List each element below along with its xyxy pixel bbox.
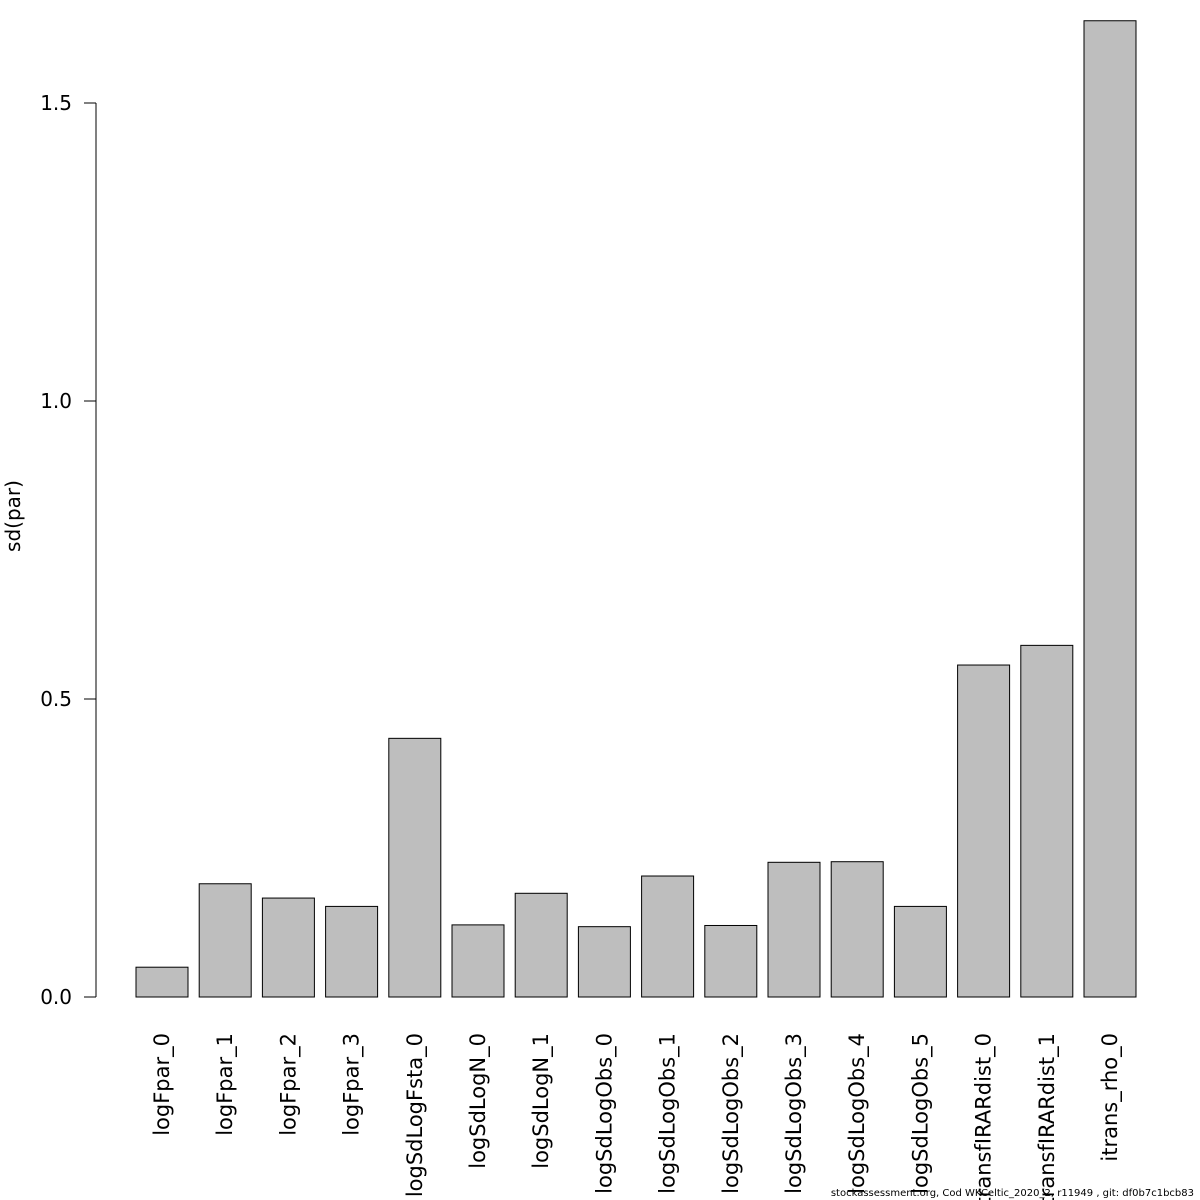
x-tick-label: logSdLogObs_2 bbox=[719, 1033, 744, 1194]
bar-logFpar_1 bbox=[198, 883, 252, 998]
bars-group bbox=[135, 20, 1137, 998]
x-tick-label: logSdLogObs_0 bbox=[592, 1033, 617, 1194]
x-tick-label: logSdLogObs_3 bbox=[782, 1033, 807, 1194]
y-axis: 0.0 0.5 1.0 1.5 bbox=[40, 91, 97, 1009]
y-tick-label: 0.5 bbox=[40, 687, 72, 711]
x-tick-label: logSdLogObs_1 bbox=[656, 1033, 681, 1194]
x-tick-label: logSdLogN_0 bbox=[466, 1033, 491, 1169]
x-tick-label: logSdLogN_1 bbox=[529, 1033, 554, 1169]
bar-logSdLogN_0 bbox=[451, 924, 505, 998]
bar-logSdLogObs_4 bbox=[830, 861, 884, 998]
footer-credit: stockassessment.org, Cod WKCeltic_2020_2… bbox=[830, 1188, 1194, 1199]
y-axis-title: sd(par) bbox=[1, 480, 25, 552]
x-tick-label: transfIRARdist_0 bbox=[972, 1033, 997, 1200]
bar-logSdLogObs_2 bbox=[704, 924, 758, 998]
bar-itrans_rho_0 bbox=[1083, 20, 1137, 998]
bar-logSdLogObs_5 bbox=[893, 905, 947, 998]
bar-logSdLogFsta_0 bbox=[388, 737, 442, 998]
x-category-labels: logFpar_0 logFpar_1 logFpar_2 logFpar_3 logS… bbox=[150, 1033, 1123, 1200]
y-tick-label: 0.0 bbox=[40, 985, 72, 1009]
x-tick-label: logFpar_1 bbox=[213, 1033, 238, 1136]
bar-logFpar_3 bbox=[325, 905, 379, 998]
bar-logSdLogObs_3 bbox=[767, 861, 821, 998]
bar-logFpar_2 bbox=[261, 897, 315, 998]
x-tick-label: logSdLogFsta_0 bbox=[403, 1033, 428, 1197]
bar-logSdLogObs_1 bbox=[641, 875, 695, 998]
bar-transfIRARdist_0 bbox=[957, 664, 1011, 998]
x-tick-label: logFpar_3 bbox=[340, 1033, 365, 1136]
bar-logSdLogObs_0 bbox=[577, 926, 631, 998]
bar-transfIRARdist_1 bbox=[1020, 644, 1074, 998]
x-tick-label: logFpar_2 bbox=[276, 1033, 301, 1136]
y-tick-label: 1.0 bbox=[40, 389, 72, 413]
x-tick-label: logSdLogObs_4 bbox=[845, 1033, 870, 1194]
x-tick-label: logSdLogObs_5 bbox=[908, 1033, 933, 1194]
x-tick-label: logFpar_0 bbox=[150, 1033, 175, 1136]
bar-logFpar_0 bbox=[135, 966, 189, 998]
x-tick-label: itrans_rho_0 bbox=[1098, 1033, 1123, 1162]
bar-logSdLogN_1 bbox=[514, 892, 568, 998]
x-tick-label: transfIRARdist_1 bbox=[1035, 1033, 1060, 1200]
y-tick-label: 1.5 bbox=[40, 91, 72, 115]
